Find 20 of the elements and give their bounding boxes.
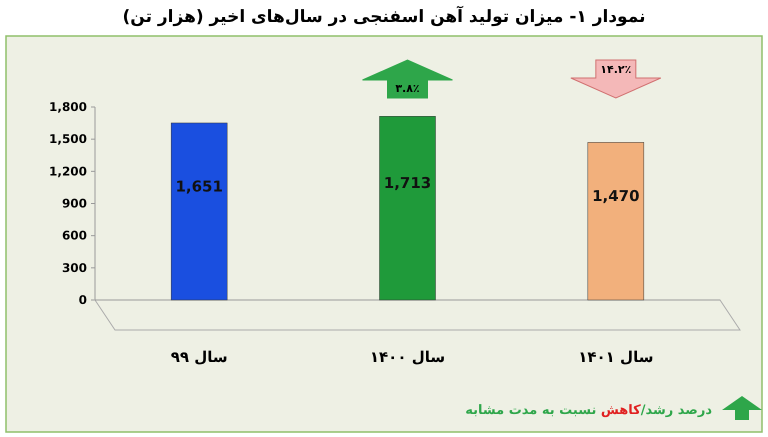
y-tick-label: 900	[62, 196, 87, 210]
x-tick-label: سال ۱۴۰۱	[578, 348, 654, 366]
chart-title: نمودار ۱- میزان تولید آهن اسفنجی در سال‌های اخیر (هزار تن)	[122, 5, 646, 27]
text: ۳.۸٪	[395, 82, 420, 95]
x-tick-label: سال ۱۴۰۰	[370, 348, 446, 366]
text: ۱۴.۲٪	[600, 63, 632, 76]
y-tick-label: 0	[78, 293, 87, 307]
y-tick-label: 1,200	[49, 164, 87, 178]
bar	[588, 142, 644, 300]
bar	[170, 122, 228, 300]
data-label: 1,713	[384, 174, 432, 192]
y-tick-label: 1,500	[49, 132, 87, 146]
text: درصد رشد/کاهش نسبت به مدت مشابه	[465, 403, 712, 418]
data-label: 1,470	[592, 187, 640, 206]
data-label: 1,651	[175, 177, 223, 196]
y-tick-label: 300	[62, 260, 87, 275]
bar	[379, 116, 436, 300]
y-tick-label: 1,800	[49, 100, 87, 114]
y-tick-label: 600	[62, 228, 87, 243]
x-tick-label: سال ۹۹	[170, 348, 228, 366]
